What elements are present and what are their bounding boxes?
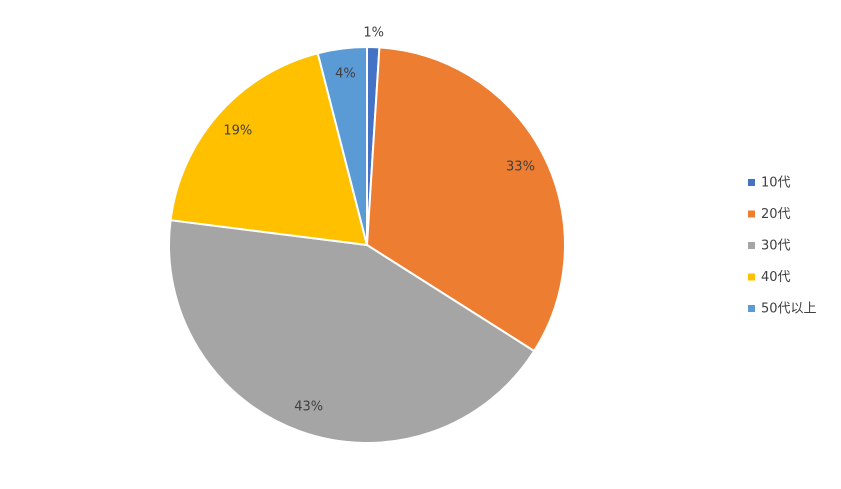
pie-slice: [316, 45, 368, 246]
legend-label: 20代: [761, 207, 791, 222]
legend-swatch: [748, 179, 755, 186]
legend-swatch: [748, 242, 755, 249]
legend-label: 50代以上: [761, 302, 817, 317]
pie-slice: [168, 219, 536, 444]
pie-slice: [169, 52, 369, 247]
legend-label: 40代: [761, 270, 791, 285]
pie-slice: [365, 46, 566, 353]
data-label: 19%: [223, 124, 252, 139]
data-label: 43%: [294, 400, 323, 415]
data-label: 1%: [363, 26, 384, 41]
legend-swatch: [748, 273, 755, 281]
data-label: 4%: [335, 67, 356, 82]
legend-swatch: [748, 305, 755, 312]
legend-label: 30代: [761, 239, 791, 254]
legend-swatch: [748, 210, 755, 218]
data-label: 33%: [506, 159, 535, 174]
legend-label: 10代: [761, 176, 791, 191]
